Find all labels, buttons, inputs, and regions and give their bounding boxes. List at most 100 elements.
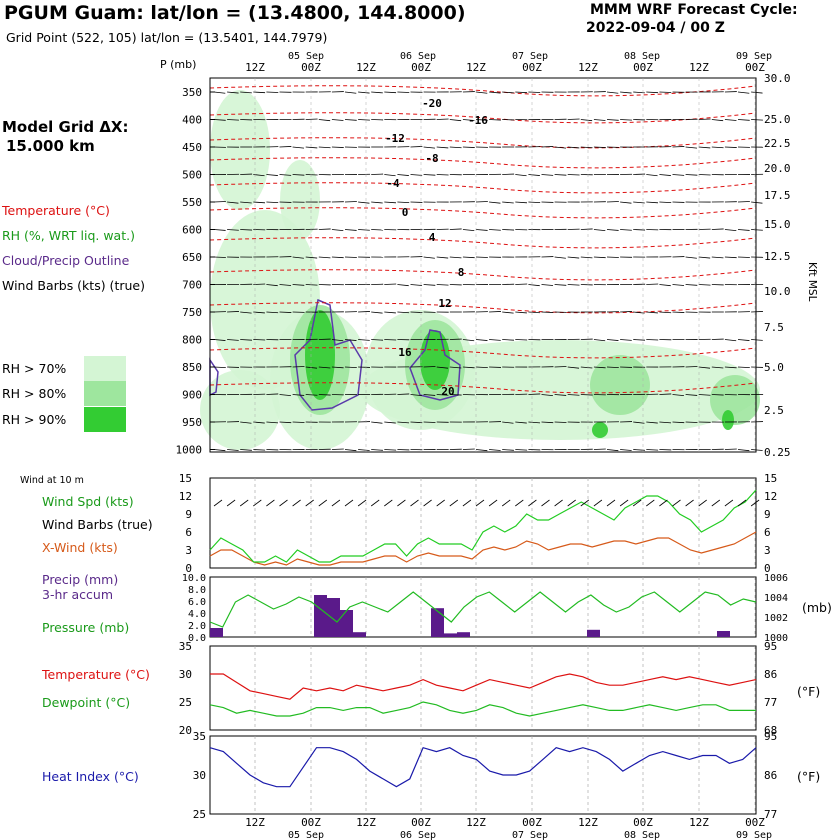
wind-barb <box>240 201 252 204</box>
wind-barb <box>213 91 226 94</box>
mb-unit-label: (mb) <box>802 600 832 615</box>
wind-barb <box>541 394 553 397</box>
rh80-swatch <box>84 381 126 406</box>
wind-barb <box>331 339 344 342</box>
wind-barb <box>528 174 540 176</box>
legend-precip-accum: 3-hr accum <box>42 587 114 602</box>
wind-barb <box>371 421 383 424</box>
wind-barb <box>646 311 658 314</box>
upper-panel-frame <box>209 77 757 453</box>
wind-tick-right: 9 <box>764 508 771 521</box>
rh-area <box>305 310 335 400</box>
wind-barb <box>724 146 737 148</box>
wind-barb <box>711 228 724 230</box>
wind-barb <box>515 283 528 285</box>
wind-barb <box>240 311 252 314</box>
wind-barb <box>593 256 606 259</box>
wind-barb <box>554 394 567 396</box>
wind-tick-left: 0 <box>185 562 192 575</box>
wind-barb <box>724 366 737 369</box>
wind-barb <box>515 311 527 314</box>
temp-contour <box>209 269 757 281</box>
date-label-top: 07 Sep <box>512 51 548 62</box>
wind-barb <box>318 228 331 230</box>
wind-barb <box>751 201 763 204</box>
date-label-bottom: 09 Sep <box>736 830 772 840</box>
precip-panel-frame <box>209 576 757 638</box>
wind-barb <box>659 201 672 204</box>
height-tick-label: 22.5 <box>764 137 791 150</box>
pressure-tick-label: 350 <box>182 86 202 99</box>
legend-dewpoint: Dewpoint (°C) <box>42 695 131 710</box>
wind-barb-10m <box>475 499 485 507</box>
wind-barb <box>266 421 279 424</box>
temp-contour-label: 20 <box>441 385 454 398</box>
wind-barb <box>305 256 318 259</box>
wind-barb <box>737 449 750 452</box>
wind-barb <box>633 229 646 231</box>
wind-barb-10m <box>384 499 393 507</box>
wind-barb <box>358 91 370 94</box>
wind-panel-frame <box>209 477 757 569</box>
wind-barb-10m <box>685 499 694 507</box>
wind-barb <box>253 283 266 285</box>
wind-barb <box>253 201 266 204</box>
wind-tick-left: 6 <box>185 526 192 539</box>
wind-barb-10m <box>750 499 760 507</box>
legend-rh80: RH > 80% <box>2 386 67 401</box>
wind-barb <box>685 256 697 259</box>
date-label-bottom: 06 Sep <box>400 830 436 840</box>
wind-barb <box>240 421 252 424</box>
wind-barb <box>358 339 370 341</box>
temp-tick-right: 77 <box>764 696 777 709</box>
dewpoint-line <box>209 701 756 717</box>
date-label-top: 05 Sep <box>288 51 324 62</box>
wind-barb <box>502 91 514 94</box>
rh-area <box>592 422 608 438</box>
temp-contour-label: -12 <box>385 132 405 145</box>
wind-barb <box>698 256 711 259</box>
temp-contour <box>209 302 757 314</box>
wind-barb <box>213 201 226 203</box>
time-label-top: 00Z <box>522 61 542 74</box>
wind-barb-10m <box>462 499 472 507</box>
wind-barb-10m <box>567 499 576 507</box>
height-tick-label: 5.0 <box>764 361 784 374</box>
legend-cloud: Cloud/Precip Outline <box>2 253 130 268</box>
time-label-top: 00Z <box>745 61 765 74</box>
legend-x-wind: X-Wind (kts) <box>42 540 118 555</box>
wind-barb <box>593 229 606 232</box>
wind-barb <box>737 119 750 121</box>
wind-barb <box>227 119 239 121</box>
legend-rh: RH (%, WRT liq. wat.) <box>2 228 135 243</box>
rh-area <box>590 355 650 415</box>
wind-barb <box>344 339 357 341</box>
wind-barb <box>318 119 331 122</box>
grid-point-subtitle: Grid Point (522, 105) lat/lon = (13.5401… <box>6 30 328 45</box>
wind-barb <box>672 311 685 313</box>
wind-barb <box>711 119 724 122</box>
wind-barb-10m <box>318 499 328 507</box>
wind-barb-10m <box>646 499 655 507</box>
time-label-bottom: 00Z <box>411 816 431 829</box>
legend-wind-barbs-10m: Wind Barbs (true) <box>42 517 153 532</box>
wind-barb <box>371 91 383 94</box>
temp-contour-label: 12 <box>438 297 451 310</box>
wind-barb <box>541 284 554 286</box>
wind-barb <box>541 146 554 148</box>
wind-barb <box>620 311 632 313</box>
wind-barb-10m <box>357 499 367 507</box>
wind-barb <box>711 256 724 259</box>
wind-barb <box>580 146 593 149</box>
wind-barb <box>318 366 331 369</box>
time-label-bottom: 00Z <box>745 816 765 829</box>
wind-barb <box>436 284 449 286</box>
rh90-swatch <box>84 407 126 432</box>
wind-barb <box>436 366 449 369</box>
wind-barb <box>397 201 410 204</box>
x-wind-line <box>209 531 757 566</box>
wind-barb <box>751 229 763 231</box>
wind-barb <box>279 284 292 286</box>
wind-tick-left: 9 <box>185 508 192 521</box>
wind-speed-line <box>209 489 757 563</box>
